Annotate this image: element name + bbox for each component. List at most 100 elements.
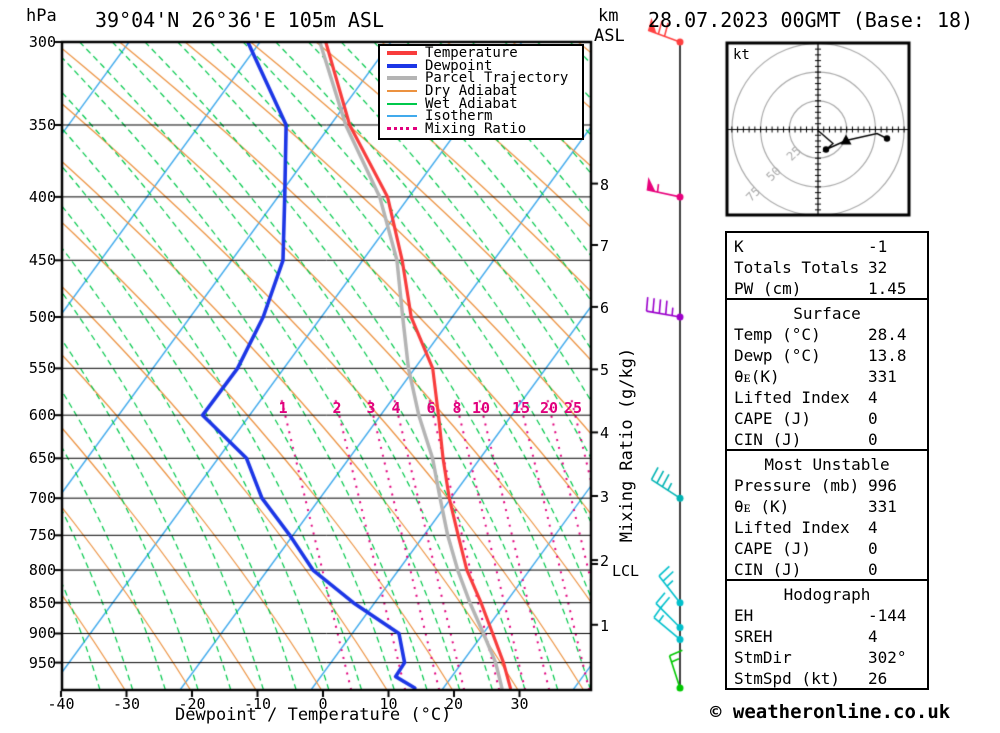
legend-swatch-isotherm <box>387 115 417 118</box>
table-row: Lifted Index 4 <box>727 387 927 408</box>
table-row-value: -144 <box>868 606 907 625</box>
pressure-tick-label: 650 <box>28 449 56 468</box>
table-row: CAPE (J) 0 <box>727 538 927 559</box>
table-row-value: 0 <box>868 409 878 428</box>
km-tick-label: 1 <box>600 616 610 635</box>
table-row-label: Temp (°C) <box>734 325 821 344</box>
table-row: θᴇ (K) 331 <box>727 496 927 517</box>
table-row: SREH 4 <box>727 626 927 647</box>
mixing-ratio-value-label: 15 <box>512 399 531 417</box>
table-row-label: θᴇ(K) <box>734 367 780 386</box>
pressure-tick-label: 600 <box>28 406 56 425</box>
table-row-value: 996 <box>868 476 897 495</box>
table-row-label: θᴇ (K) <box>734 497 790 516</box>
table-title: Most Unstable <box>764 455 890 474</box>
table-row-value: 13.8 <box>868 346 907 365</box>
lcl-label: LCL <box>612 562 640 580</box>
table-row-label: Lifted Index <box>734 388 850 407</box>
legend-label: Temperature <box>425 45 518 62</box>
table-row-value: -1 <box>868 237 888 256</box>
legend-item: Dewpoint <box>380 57 582 74</box>
table-row: CIN (J) 0 <box>727 559 927 580</box>
table-title: Hodograph <box>783 585 871 604</box>
mixing-ratio-value-label: 1 <box>278 399 288 417</box>
legend-item: Parcel Trajectory <box>380 71 582 85</box>
table-row-label: Dewp (°C) <box>734 346 821 365</box>
legend-swatch-dry-adiabat <box>387 90 417 93</box>
mixing-ratio-value-label: 8 <box>452 399 462 417</box>
table-row-value: 0 <box>868 539 878 558</box>
pressure-tick-label: 900 <box>28 624 56 643</box>
table-row: Dewp (°C) 13.8 <box>727 345 927 366</box>
temperature-tick-label: -30 <box>112 695 141 713</box>
legend-swatch-wet-adiabat <box>387 102 417 105</box>
table-row: Pressure (mb) 996 <box>727 475 927 496</box>
table-row-value: 1.45 <box>868 279 907 298</box>
temperature-tick-label: -10 <box>243 695 272 713</box>
legend-item: Wet Adiabat <box>380 97 582 111</box>
pressure-tick-label: 950 <box>28 653 56 672</box>
legend-item: Mixing Ratio <box>380 120 582 137</box>
temperature-axis-label: Dewpoint / Temperature (°C) <box>175 705 452 725</box>
legend-item: Isotherm <box>380 108 582 125</box>
table-row: EH -144 <box>727 605 927 626</box>
table-row: StmSpd (kt) 26 <box>727 668 927 689</box>
table-row: θᴇ(K) 331 <box>727 366 927 387</box>
table-row: K -1 <box>727 236 927 257</box>
legend-box: Temperature Dewpoint Parcel Trajectory Dry … <box>378 44 584 140</box>
info-table-surface: Surface Temp (°C) 28.4 Dewp (°C) 13.8 θᴇ(K) 33… <box>725 298 929 451</box>
temperature-tick-label: 0 <box>318 695 328 713</box>
mixing-ratio-axis-label: Mixing Ratio (g/kg) <box>617 347 637 543</box>
mixing-ratio-value-label: 6 <box>426 399 436 417</box>
pressure-tick-label: 500 <box>28 308 56 327</box>
table-row: Temp (°C) 28.4 <box>727 324 927 345</box>
pressure-tick-label: 300 <box>28 33 56 51</box>
pressure-tick-label: 450 <box>28 251 56 270</box>
table-row-value: 26 <box>868 669 888 688</box>
table-row-value: 0 <box>868 430 878 449</box>
temperature-tick-label: 10 <box>379 695 398 713</box>
legend-label: Dewpoint <box>425 57 493 74</box>
info-table-most-unstable: Most Unstable Pressure (mb) 996 θᴇ (K) 331 Li… <box>725 449 929 581</box>
legend-label: Isotherm <box>425 108 493 125</box>
pressure-tick-label: 850 <box>28 593 56 612</box>
table-row: StmDir 302° <box>727 647 927 668</box>
table-row: CAPE (J) 0 <box>727 408 927 429</box>
table-row-value: 0 <box>868 560 878 579</box>
table-title: Surface <box>793 304 861 323</box>
legend-swatch-dewpoint <box>387 63 417 68</box>
table-row-value: 4 <box>868 388 878 407</box>
table-row-label: EH <box>734 606 754 625</box>
legend-swatch-temperature <box>387 51 417 56</box>
legend-item: Temperature <box>380 45 582 62</box>
table-row-label: StmSpd (kt) <box>734 669 840 688</box>
km-tick-label: 3 <box>600 487 610 506</box>
pressure-tick-label: 550 <box>28 359 56 378</box>
temperature-tick-label: 20 <box>444 695 464 713</box>
km-tick-label: 4 <box>600 424 610 443</box>
table-row: Lifted Index 4 <box>727 517 927 538</box>
pressure-axis-unit-label: hPa <box>26 6 57 26</box>
pressure-tick-label: 350 <box>28 115 56 134</box>
table-row: PW (cm) 1.45 <box>727 278 927 299</box>
legend-label: Mixing Ratio <box>425 120 527 137</box>
mixing-ratio-value-label: 20 <box>540 399 559 417</box>
mixing-ratio-value-label: 3 <box>366 399 376 417</box>
table-row-value: 32 <box>868 258 888 277</box>
temperature-tick-label: -20 <box>178 695 206 713</box>
km-tick-label: 7 <box>600 236 610 255</box>
table-row-label: K <box>734 237 744 256</box>
info-table-hodograph: Hodograph EH -144 SREH 4 StmDir 302° StmSpd (kt… <box>725 579 929 690</box>
table-row-label: Totals Totals <box>734 258 860 277</box>
pressure-tick-label: 400 <box>28 187 56 206</box>
km-tick-label: 5 <box>600 361 610 380</box>
legend-item: Dry Adiabat <box>380 84 582 98</box>
table-row-label: SREH <box>734 627 773 646</box>
table-row: CIN (J) 0 <box>727 429 927 450</box>
table-row-value: 302° <box>868 648 907 667</box>
temperature-tick-label: 30 <box>510 695 529 713</box>
datetime-title: 28.07.2023 00GMT (Base: 18) <box>648 8 974 32</box>
info-table: K -1 Totals Totals 32 PW (cm) 1.45 <box>725 231 929 300</box>
temperature-tick-label: -40 <box>47 695 75 713</box>
